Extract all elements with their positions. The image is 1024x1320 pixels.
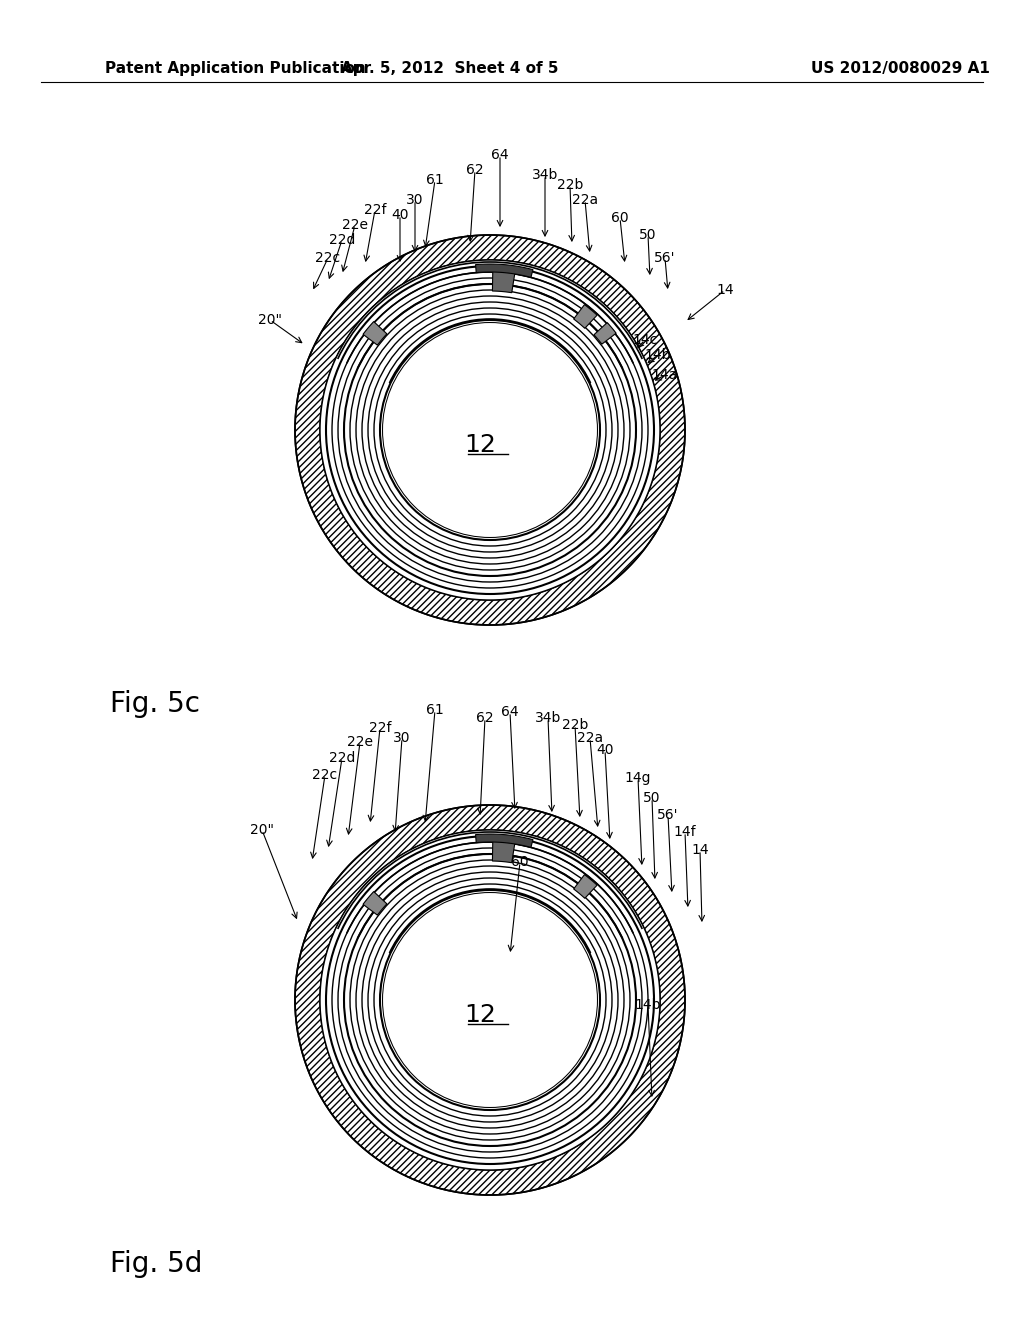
- Text: Apr. 5, 2012  Sheet 4 of 5: Apr. 5, 2012 Sheet 4 of 5: [341, 61, 559, 75]
- Text: 14b: 14b: [645, 348, 672, 362]
- Polygon shape: [573, 305, 597, 329]
- Text: 22d: 22d: [329, 234, 355, 247]
- Text: 40: 40: [391, 209, 409, 222]
- Text: 30: 30: [393, 731, 411, 744]
- Text: 30: 30: [407, 193, 424, 207]
- Polygon shape: [475, 264, 532, 277]
- Text: Patent Application Publication: Patent Application Publication: [105, 61, 366, 75]
- Text: 14: 14: [691, 843, 709, 857]
- Text: 22c: 22c: [312, 768, 338, 781]
- Text: 20": 20": [258, 313, 282, 327]
- Polygon shape: [295, 235, 685, 624]
- Text: 14a: 14a: [652, 368, 678, 381]
- Text: 61: 61: [426, 173, 443, 187]
- Text: 50: 50: [643, 791, 660, 805]
- Text: 22f: 22f: [369, 721, 391, 735]
- Circle shape: [382, 892, 598, 1107]
- Text: 14c: 14c: [633, 333, 657, 347]
- Text: 34b: 34b: [535, 711, 561, 725]
- Text: 22e: 22e: [347, 735, 373, 748]
- Text: 20": 20": [250, 822, 274, 837]
- Text: 62: 62: [476, 711, 494, 725]
- Text: 22e: 22e: [342, 218, 368, 232]
- Polygon shape: [295, 805, 685, 1195]
- Text: 64: 64: [492, 148, 509, 162]
- Polygon shape: [475, 834, 532, 847]
- Text: 56': 56': [657, 808, 679, 822]
- Text: 22d: 22d: [329, 751, 355, 766]
- Text: 12: 12: [464, 1003, 496, 1027]
- Polygon shape: [364, 891, 387, 915]
- Text: 14f: 14f: [674, 825, 696, 840]
- Text: US 2012/0080029 A1: US 2012/0080029 A1: [811, 61, 989, 75]
- Text: 64: 64: [501, 705, 519, 719]
- Polygon shape: [594, 322, 616, 345]
- Polygon shape: [493, 269, 515, 293]
- Text: 60: 60: [611, 211, 629, 224]
- Text: Fig. 5c: Fig. 5c: [110, 690, 200, 718]
- Text: 56': 56': [654, 251, 676, 265]
- Polygon shape: [321, 830, 660, 1170]
- Text: 22a: 22a: [572, 193, 598, 207]
- Text: 60: 60: [511, 855, 528, 869]
- Text: 22b: 22b: [562, 718, 588, 733]
- Polygon shape: [364, 322, 387, 345]
- Polygon shape: [321, 260, 660, 601]
- Text: Fig. 5d: Fig. 5d: [110, 1250, 203, 1278]
- Text: 22b: 22b: [557, 178, 584, 191]
- Text: 61: 61: [426, 704, 443, 717]
- Text: 14: 14: [716, 282, 734, 297]
- Circle shape: [382, 322, 598, 539]
- Text: 14b: 14b: [635, 998, 662, 1012]
- Text: 22f: 22f: [364, 203, 386, 216]
- Text: 14g: 14g: [625, 771, 651, 785]
- Text: 22a: 22a: [577, 731, 603, 744]
- Text: 22c: 22c: [315, 251, 341, 265]
- Polygon shape: [493, 840, 515, 863]
- Polygon shape: [573, 875, 597, 899]
- Text: 62: 62: [466, 162, 483, 177]
- Text: 34b: 34b: [531, 168, 558, 182]
- Text: 12: 12: [464, 433, 496, 457]
- Text: 40: 40: [596, 743, 613, 756]
- Text: 50: 50: [639, 228, 656, 242]
